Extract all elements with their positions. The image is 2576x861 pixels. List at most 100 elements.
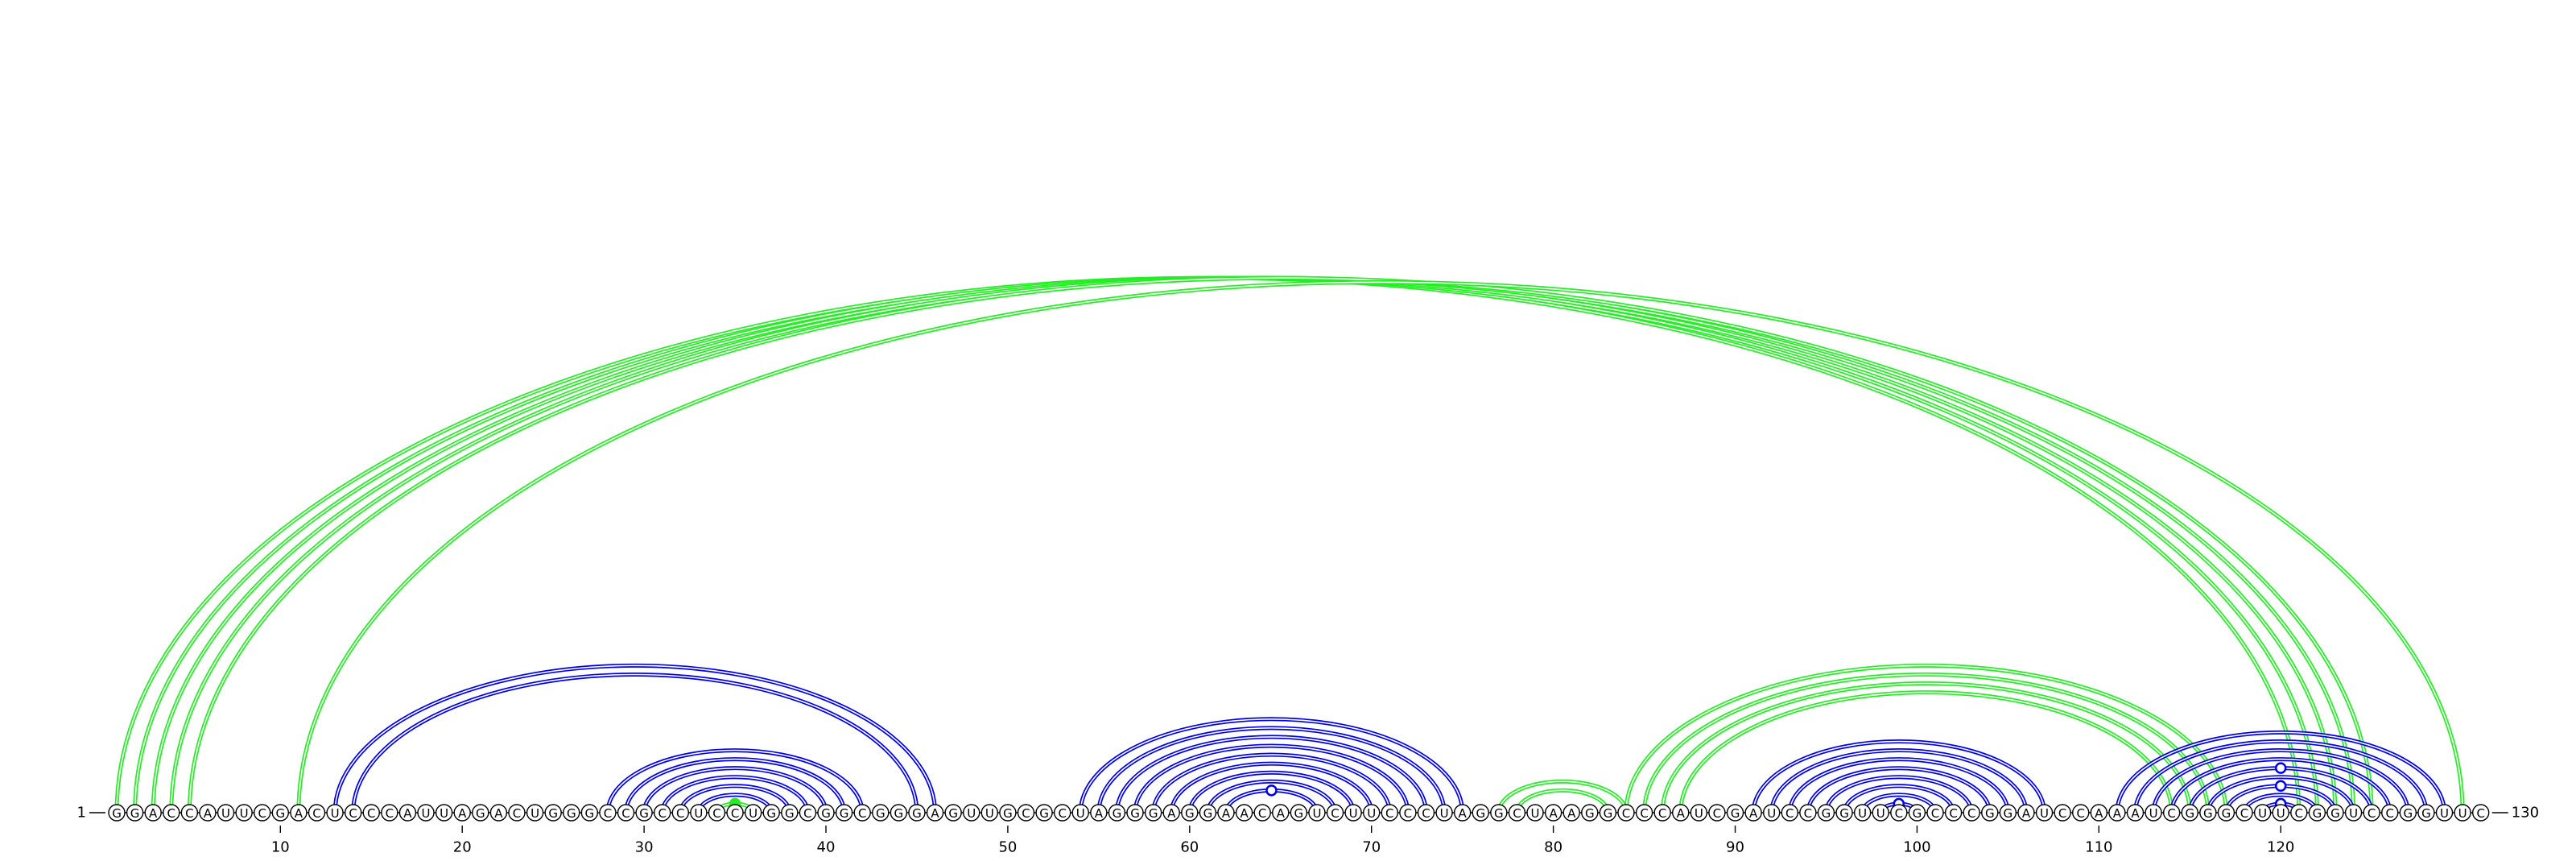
base-pair-arc — [660, 775, 810, 813]
nucleotide: C — [799, 804, 817, 822]
nucleotide: G — [472, 804, 489, 822]
nucleotide: C — [1253, 804, 1271, 822]
nucleotide-letter: C — [167, 806, 175, 821]
nucleotide-letter: C — [676, 806, 684, 821]
nucleotide: G — [580, 804, 599, 822]
nucleotide-letter: A — [494, 806, 503, 821]
nucleotide: G — [1035, 804, 1053, 822]
nucleotide: U — [2145, 804, 2162, 822]
nucleotide-letter: C — [1713, 806, 1721, 821]
sequence-start-label: 1 — [77, 805, 86, 822]
nucleotide: A — [926, 804, 944, 822]
nucleotide: G — [908, 804, 926, 822]
nucleotide: G — [2417, 804, 2435, 822]
nucleotide-letter: C — [312, 806, 320, 821]
nucleotide-letter: U — [1695, 806, 1703, 821]
nucleotide: C — [1635, 804, 1653, 822]
nucleotide-letter: G — [476, 806, 485, 821]
nucleotide-letter: G — [1585, 806, 1595, 821]
nucleotide-letter: A — [1095, 806, 1104, 821]
base-pair-arc — [2206, 775, 2356, 813]
nucleotide-letter: G — [585, 806, 595, 821]
nucleotide-letter: G — [1039, 806, 1049, 821]
nucleotide: G — [817, 804, 835, 822]
nucleotide: C — [1653, 804, 1671, 822]
nucleotide: G — [1981, 804, 1999, 822]
tick-label: 20 — [453, 839, 472, 856]
nucleotide: G — [2308, 804, 2326, 822]
nucleotide: C — [1944, 804, 1963, 822]
nucleotide: C — [671, 804, 689, 822]
nucleotide: G — [1181, 804, 1199, 822]
nucleotide: G — [1581, 804, 1599, 822]
nucleotide: G — [1599, 804, 1617, 822]
nucleotide: U — [744, 804, 762, 822]
nucleotide-letter: C — [1640, 806, 1648, 821]
nucleotide: C — [654, 804, 671, 822]
nucleotide-letter: A — [403, 806, 412, 821]
nucleotide-letter: A — [2131, 806, 2140, 821]
base-pair-arc — [187, 275, 2374, 813]
nucleotide-letter: C — [2368, 806, 2376, 821]
nucleotide-letter: C — [258, 806, 266, 821]
nucleotide: A — [489, 804, 508, 822]
nucleotide: G — [2181, 804, 2198, 822]
tick-label: 110 — [2085, 839, 2112, 856]
nucleotide: G — [999, 804, 1017, 822]
nucleotide: U — [217, 804, 235, 822]
nucleotide-letter: U — [530, 806, 539, 821]
nucleotide: G — [1126, 804, 1144, 822]
nucleotide-letter: G — [2313, 806, 2322, 821]
base-pair-arc — [1751, 739, 2047, 813]
nucleotide-letter: U — [967, 806, 976, 821]
nucleotide: G — [890, 804, 908, 822]
nucleotide: C — [1326, 804, 1344, 822]
nucleotide: C — [180, 804, 199, 822]
nucleotide-letter: C — [1422, 806, 1430, 821]
nucleotide-letter: C — [1931, 806, 1939, 821]
nucleotide-letter: G — [2404, 806, 2413, 821]
nucleotide-letter: C — [1513, 806, 1521, 821]
nucleotide: C — [1708, 804, 1726, 822]
nucleotide-letter: G — [1494, 806, 1504, 821]
nucleotide: G — [944, 804, 962, 822]
nucleotide-letter: U — [240, 806, 249, 821]
nucleotide: U — [690, 804, 708, 822]
nucleotide: C — [1381, 804, 1399, 822]
nucleotide-letter: G — [1130, 806, 1140, 821]
nucleotide: U — [526, 804, 544, 822]
nucleotide-letter: C — [858, 806, 866, 821]
base-pair-arc — [605, 748, 865, 813]
nucleotide: G — [544, 804, 562, 822]
nucleotide-letter: U — [2277, 806, 2285, 821]
position-axis: 10 20 30 40 50 60 70 80 90 100 110 120 — [271, 826, 2294, 856]
nucleotide-letter: G — [1003, 806, 1013, 821]
base-pair-arc — [642, 766, 828, 813]
nucleotide-letter: U — [331, 806, 340, 821]
nucleotide-letter: A — [1459, 806, 1468, 821]
tick-label: 90 — [1726, 839, 1744, 856]
nucleotide-letter: U — [985, 806, 994, 821]
nucleotide-letter: G — [2004, 806, 2013, 821]
nucleotide-letter: U — [2040, 806, 2049, 821]
nucleotide-letter: G — [912, 806, 922, 821]
nucleotide-letter: C — [1022, 806, 1030, 821]
nucleotide-letter: C — [2240, 806, 2248, 821]
nucleotide-letter: A — [1749, 806, 1758, 821]
nucleotide-letter: G — [639, 806, 649, 821]
base-pair-arc — [1787, 757, 2010, 813]
nucleotide-letter: G — [1149, 806, 1158, 821]
nucleotide-letter: C — [621, 806, 630, 821]
nucleotide: U — [2344, 804, 2363, 822]
nucleotide-letter: G — [766, 806, 776, 821]
nucleotide: U — [1853, 804, 1872, 822]
nucleotide-letter: U — [2258, 806, 2267, 821]
nucleotide-letter: G — [840, 806, 849, 821]
tick-label: 80 — [1544, 839, 1563, 856]
nucleotide: C — [1053, 804, 1071, 822]
nucleotide: C — [1890, 804, 1908, 822]
nucleotide: C — [344, 804, 362, 822]
